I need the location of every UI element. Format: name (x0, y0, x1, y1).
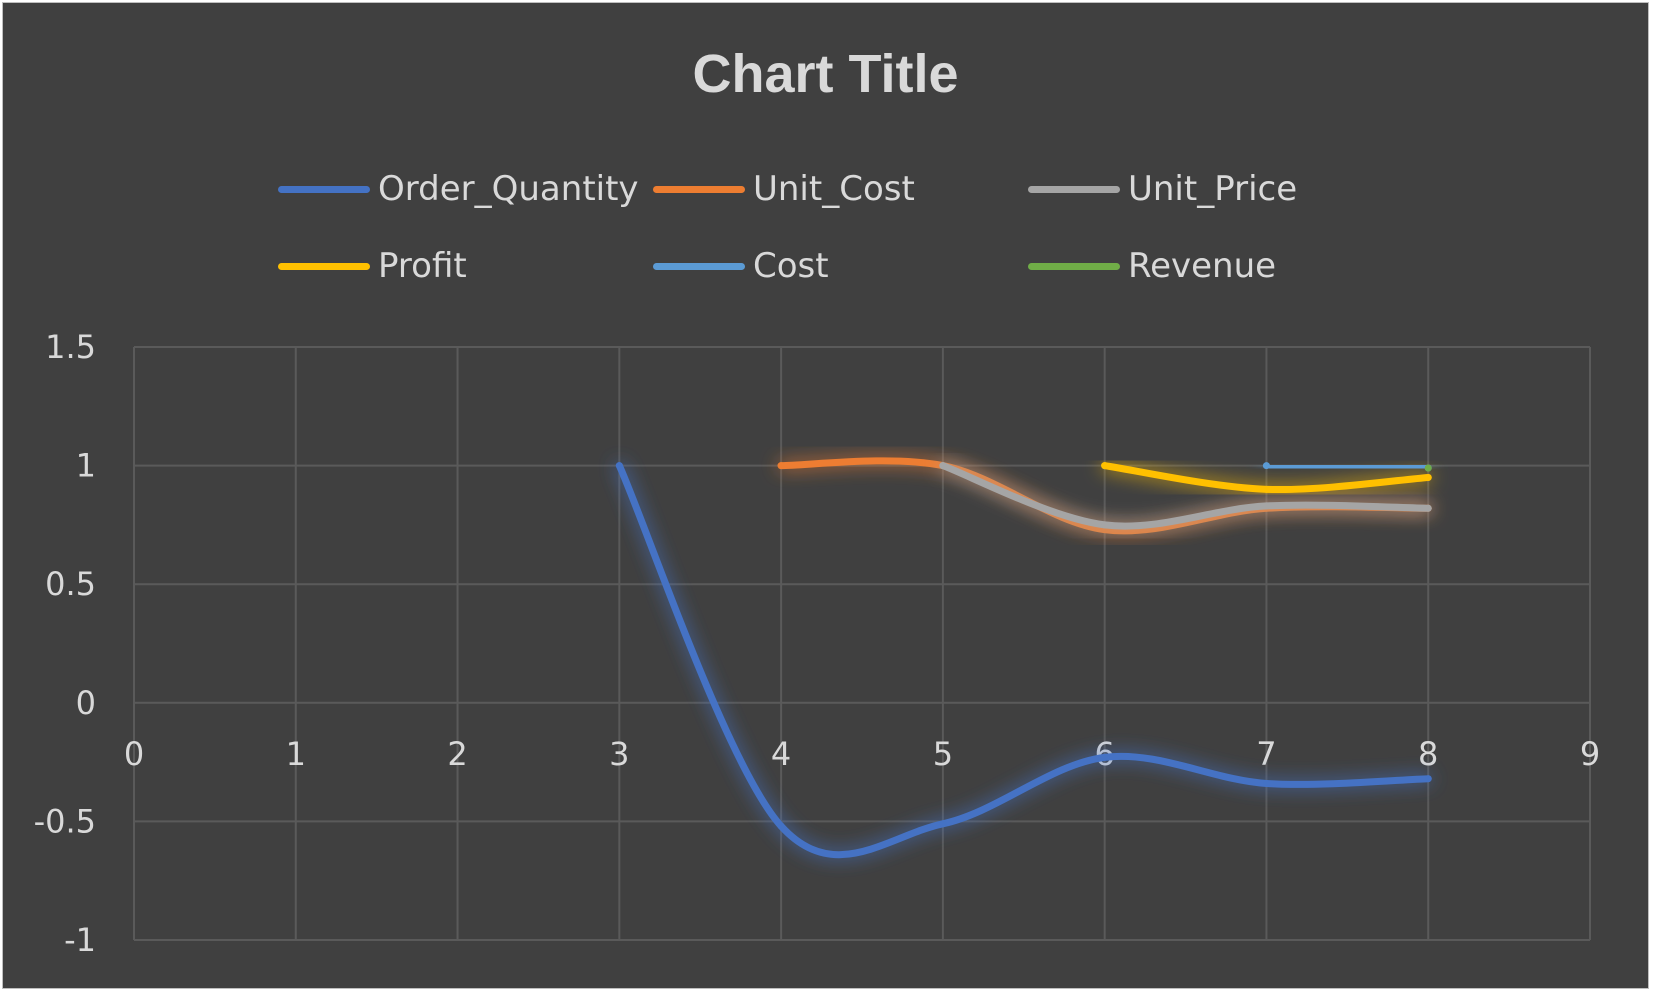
data-point-unit-price (939, 462, 947, 470)
data-point-profit (1424, 473, 1432, 481)
data-point-unit-price (1262, 502, 1270, 510)
data-point-order-quantity (939, 820, 947, 828)
data-point-unit-price (1101, 521, 1109, 529)
x-tick-label: 8 (1418, 735, 1438, 773)
y-tick-label: 0.5 (45, 565, 96, 603)
x-tick-label: 9 (1580, 735, 1600, 773)
x-tick-label: 2 (447, 735, 467, 773)
x-tick-label: 3 (609, 735, 629, 773)
x-tick-label: 7 (1256, 735, 1276, 773)
data-point-order-quantity (615, 462, 623, 470)
data-point-order-quantity (777, 822, 785, 830)
x-tick-label: 1 (286, 735, 306, 773)
y-tick-label: 1.5 (45, 328, 96, 366)
series-line-unit-price (939, 462, 1432, 530)
data-point-order-quantity (1262, 779, 1270, 787)
data-point-unit-price (1424, 504, 1432, 512)
data-point-revenue (1424, 464, 1432, 472)
y-tick-label: -0.5 (34, 802, 96, 840)
data-point-unit-cost (777, 462, 785, 470)
data-point-order-quantity (1424, 775, 1432, 783)
data-point-profit (1101, 462, 1109, 470)
series-line-order-quantity (615, 462, 1432, 859)
x-tick-label: 0 (124, 735, 144, 773)
x-tick-label: 4 (771, 735, 791, 773)
series-line-cost (1262, 462, 1432, 472)
x-tick-label: 5 (933, 735, 953, 773)
x-tick-label: 6 (1094, 735, 1114, 773)
data-point-order-quantity (1101, 753, 1109, 761)
data-point-cost (1262, 462, 1270, 470)
y-tick-label: -1 (64, 921, 96, 959)
y-tick-label: 1 (76, 447, 96, 485)
y-tick-label: 0 (76, 684, 96, 722)
chart-title: Chart Title (692, 44, 959, 104)
data-point-profit (1262, 485, 1270, 493)
